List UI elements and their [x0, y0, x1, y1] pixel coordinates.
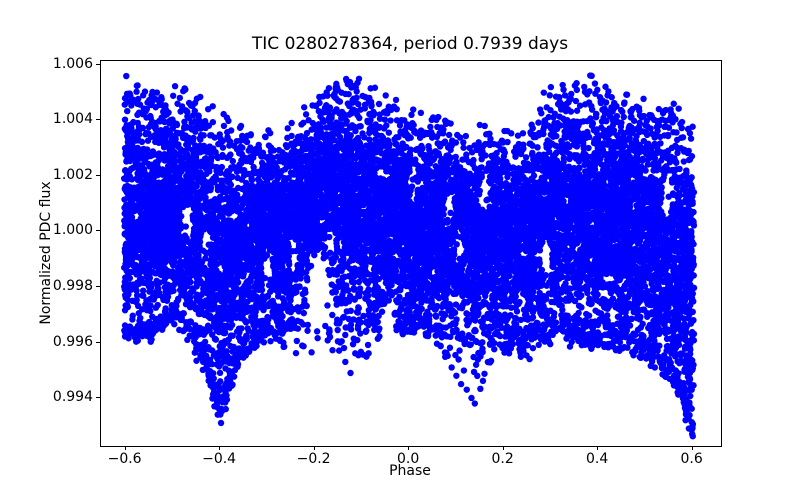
plot-area [100, 60, 722, 447]
scatter-points [101, 61, 721, 446]
y-tick-mark [96, 341, 100, 343]
y-tick-label: 1.004 [52, 111, 93, 128]
y-tick-mark [96, 285, 100, 287]
x-tick-label: 0.2 [491, 451, 514, 467]
x-tick-mark [408, 446, 410, 450]
y-tick-label: 1.002 [52, 166, 93, 183]
y-tick-mark [96, 397, 100, 398]
y-tick-label: 0.996 [52, 333, 93, 350]
x-tick-label: 0.0 [396, 451, 420, 467]
x-tick-mark [124, 446, 126, 450]
x-tick-mark [502, 446, 504, 450]
y-tick-mark [96, 119, 100, 121]
x-tick-label: 0.6 [680, 451, 703, 467]
y-tick-label: 0.998 [52, 277, 93, 294]
x-axis-label: Phase [389, 463, 431, 479]
y-tick-label: 1.000 [52, 222, 93, 239]
chart-title: TIC 0280278364, period 0.7939 days [251, 34, 569, 54]
y-tick-label: 0.994 [52, 389, 93, 405]
y-tick-label: 1.006 [52, 55, 93, 72]
x-tick-mark [597, 446, 599, 450]
x-tick-label: −0.2 [296, 451, 331, 467]
y-tick-mark [96, 230, 100, 232]
x-tick-mark [691, 446, 693, 450]
x-tick-mark [219, 446, 221, 450]
y-tick-mark [96, 63, 100, 65]
y-tick-mark [96, 174, 100, 176]
x-tick-mark [313, 446, 315, 450]
x-tick-label: −0.6 [107, 451, 142, 467]
x-tick-label: −0.4 [202, 451, 237, 467]
x-tick-label: 0.4 [585, 451, 609, 467]
